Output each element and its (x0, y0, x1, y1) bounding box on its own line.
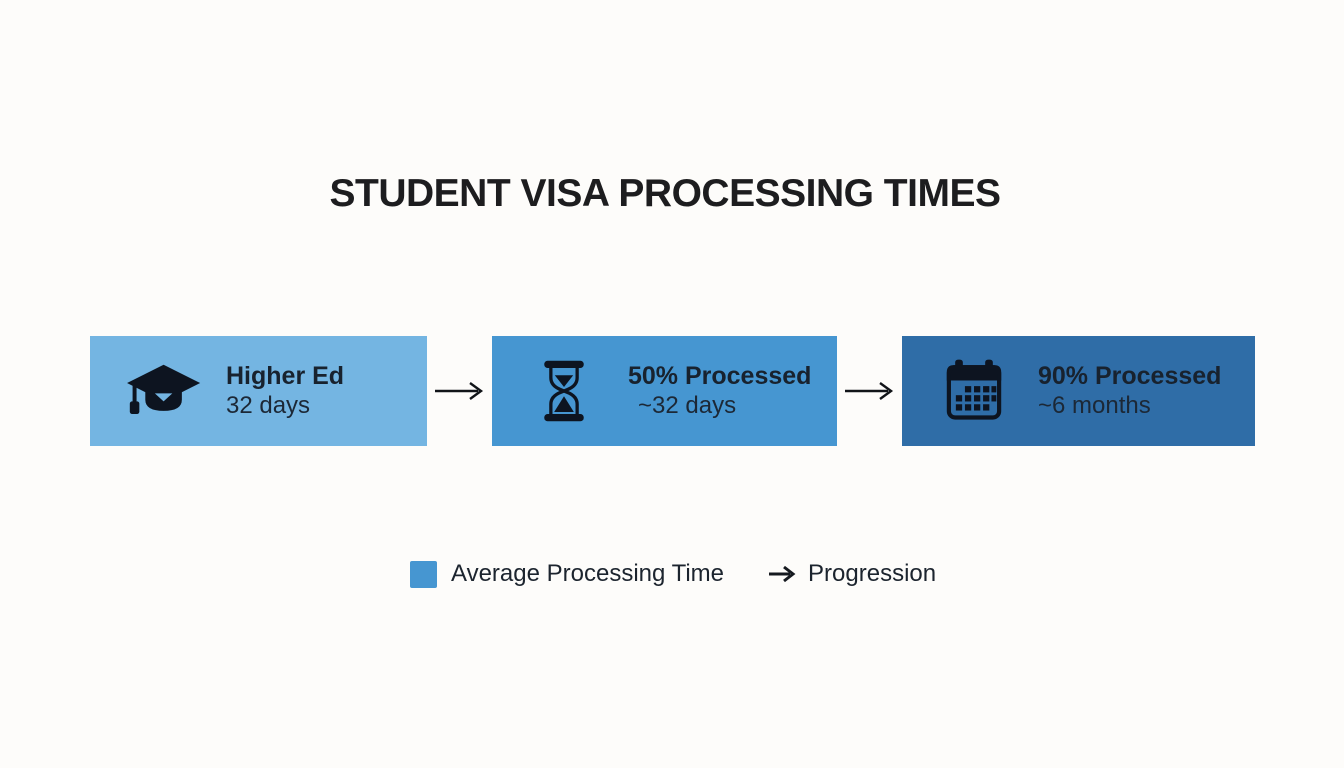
flow-step-50-processed: 50% Processed ~32 days (492, 336, 837, 446)
legend-label: Average Processing Time (451, 560, 725, 587)
legend: Average Processing Time Progression (410, 560, 936, 588)
step-label: 50% Processed (628, 362, 812, 390)
legend-swatch-icon (410, 560, 437, 588)
step-label: Higher Ed (226, 362, 345, 390)
graduation-cap-icon (120, 360, 204, 422)
legend-item-average-processing-time: Average Processing Time (410, 560, 724, 588)
legend-label: Progression (808, 560, 937, 587)
calendar-icon (932, 359, 1016, 423)
step-sublabel: 32 days (226, 392, 311, 419)
flow-arrow-1 (427, 336, 492, 446)
step-sublabel: ~6 months (1038, 392, 1151, 419)
hourglass-icon (522, 357, 606, 425)
step-text: 50% Processed ~32 days (628, 361, 811, 421)
page-title: STUDENT VISA PROCESSING TIMES (329, 172, 1001, 215)
flow-step-higher-ed: Higher Ed 32 days (90, 336, 427, 446)
legend-item-progression: Progression (768, 560, 936, 588)
flow-arrow-2 (837, 336, 902, 446)
step-sublabel: ~32 days (638, 392, 737, 419)
step-label: 90% Processed (1038, 362, 1222, 390)
step-text: 90% Processed ~6 months (1038, 361, 1221, 421)
progression-arrow-icon (768, 565, 796, 583)
process-flow: Higher Ed 32 days (90, 336, 1255, 446)
flow-step-90-processed: 90% Processed ~6 months (902, 336, 1255, 446)
step-text: Higher Ed 32 days (226, 361, 344, 421)
